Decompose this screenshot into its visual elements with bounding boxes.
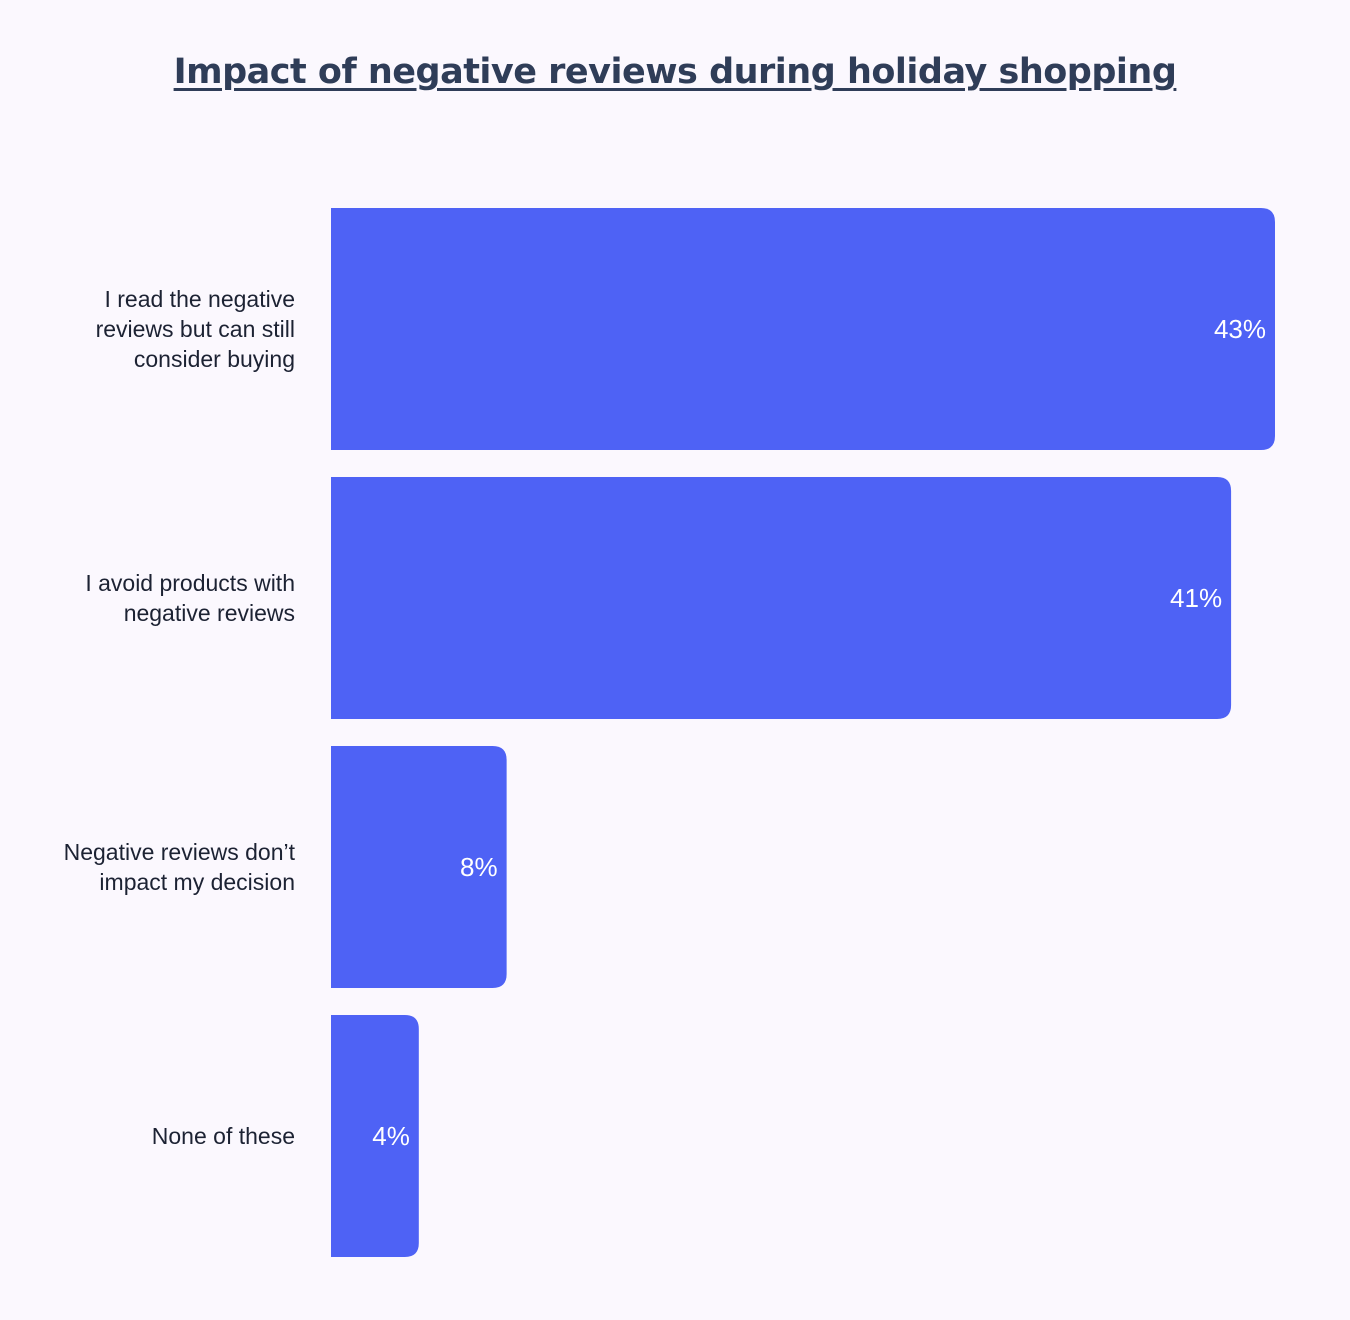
bar-4: [331, 1015, 419, 1257]
category-label-4: None of these: [152, 1123, 295, 1149]
value-label-4: 4%: [372, 1121, 410, 1151]
category-label-1: I read the negative reviews but can still…: [96, 286, 295, 372]
bar-2: [331, 477, 1232, 719]
bar-3: [331, 746, 507, 988]
category-label-3: Negative reviews don’t impact my decision: [64, 839, 296, 895]
bar-1: [331, 208, 1275, 450]
value-label-2: 41%: [1170, 583, 1222, 613]
category-label-2-line-2: negative reviews: [124, 600, 295, 626]
chart-title: Impact of negative reviews during holida…: [173, 52, 1177, 92]
value-label-3: 8%: [460, 852, 498, 882]
category-label-3-line-2: impact my decision: [99, 869, 295, 895]
category-label-2-line-1: I avoid products with: [85, 570, 295, 596]
category-label-1-line-2: reviews but can still: [96, 316, 295, 342]
category-label-1-line-3: consider buying: [134, 346, 295, 372]
category-label-4-line-1: None of these: [152, 1123, 295, 1149]
value-label-1: 43%: [1214, 314, 1266, 344]
category-label-2: I avoid products with negative reviews: [85, 570, 295, 626]
category-label-1-line-1: I read the negative: [104, 286, 295, 312]
category-label-3-line-1: Negative reviews don’t: [64, 839, 296, 865]
